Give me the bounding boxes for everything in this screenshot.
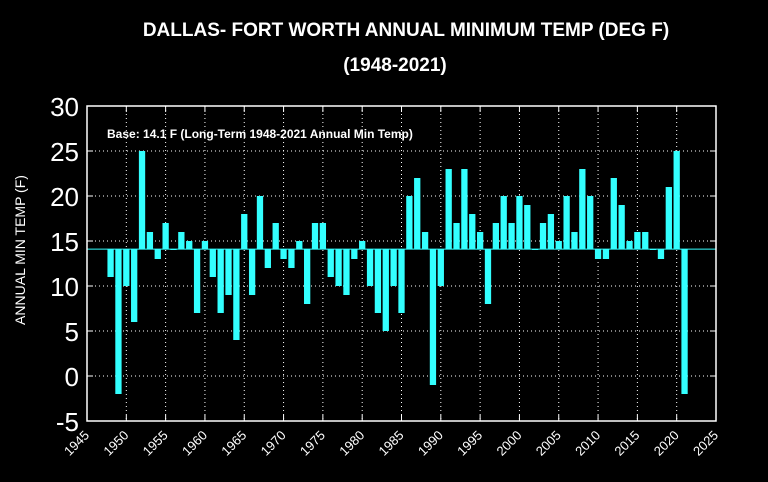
bar <box>681 249 688 394</box>
bar <box>500 196 507 250</box>
bar <box>359 241 366 250</box>
bar <box>642 232 649 250</box>
bar <box>343 249 350 295</box>
bar <box>146 232 154 250</box>
bar <box>178 232 185 250</box>
bar <box>115 249 122 394</box>
bar <box>508 223 515 250</box>
bar <box>453 223 460 250</box>
base-annotation: Base: 14.1 F (Long-Term 1948-2021 Annual… <box>107 127 413 141</box>
bar <box>225 249 232 295</box>
bar <box>311 223 319 250</box>
bar <box>123 249 130 286</box>
bar <box>476 232 484 250</box>
y-tick-label: 10 <box>50 272 79 302</box>
bar <box>539 223 547 250</box>
bar <box>138 151 146 250</box>
bar <box>280 249 287 259</box>
bar <box>657 249 665 259</box>
bar <box>193 249 201 313</box>
y-tick-label: 20 <box>50 182 79 212</box>
bar <box>610 178 617 250</box>
bar <box>382 249 389 331</box>
bar <box>264 249 271 268</box>
y-tick-label: 25 <box>50 137 79 167</box>
y-tick-label: 0 <box>65 362 79 392</box>
bar <box>626 241 633 250</box>
bar <box>602 249 610 259</box>
bar <box>484 249 492 304</box>
bar <box>241 214 248 250</box>
y-tick-label: 5 <box>65 317 79 347</box>
bar <box>319 223 327 250</box>
bar <box>445 169 452 250</box>
bar <box>217 249 224 313</box>
bar <box>327 249 334 277</box>
bar <box>304 249 311 304</box>
bar <box>634 232 641 250</box>
bar <box>107 249 114 277</box>
bar <box>248 249 256 295</box>
bar <box>335 249 342 286</box>
bar <box>288 249 295 268</box>
y-tick-label: 30 <box>50 92 79 122</box>
chart-title: DALLAS- FORT WORTH ANNUAL MINIMUM TEMP (… <box>143 20 669 41</box>
bar <box>296 241 303 250</box>
bar <box>618 205 625 250</box>
bar <box>665 187 672 250</box>
bar <box>233 249 240 340</box>
bar <box>131 249 138 322</box>
bar <box>594 249 602 259</box>
bar <box>256 196 264 250</box>
chart-subtitle: (1948-2021) <box>343 55 447 76</box>
bar <box>366 249 374 286</box>
y-tick-labels: -5 0 5 10 15 20 25 30 <box>50 92 79 437</box>
bar <box>209 249 216 277</box>
bar <box>571 232 578 250</box>
bar <box>421 232 429 250</box>
bar <box>201 241 209 250</box>
bar <box>429 249 437 385</box>
bar <box>587 196 594 250</box>
bar <box>555 241 562 250</box>
bar <box>461 169 468 250</box>
bar <box>437 249 444 286</box>
bar <box>492 223 499 250</box>
plot-frame-group <box>86 105 717 422</box>
bar <box>374 249 382 313</box>
bar <box>186 241 193 250</box>
bar <box>398 249 405 313</box>
bar <box>406 196 413 250</box>
y-tick-label: -5 <box>56 407 79 437</box>
y-tick-label: 15 <box>50 227 79 257</box>
bars <box>107 151 688 394</box>
bar <box>673 151 680 250</box>
bar <box>469 214 476 250</box>
bar <box>524 205 531 250</box>
bar <box>162 223 169 250</box>
bar <box>351 249 358 259</box>
bar <box>154 249 161 259</box>
bar <box>272 223 279 250</box>
bar <box>563 196 570 250</box>
bar <box>516 196 523 250</box>
bar <box>579 169 586 250</box>
bar <box>414 178 421 250</box>
bar <box>390 249 397 286</box>
bar <box>547 214 555 250</box>
y-axis-label: ANNUAL MIN TEMP (F) <box>12 175 28 325</box>
